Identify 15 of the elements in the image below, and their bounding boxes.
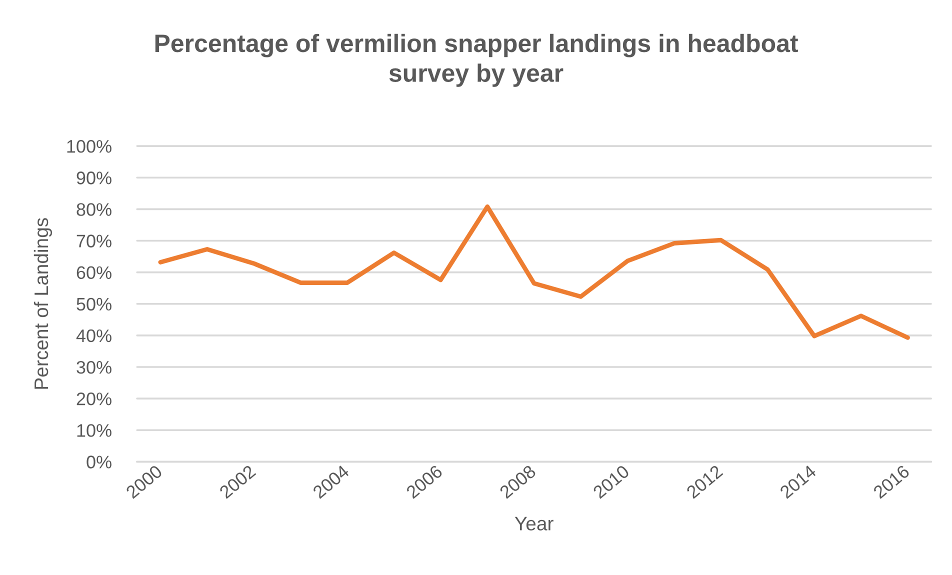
- y-tick-label: 80%: [76, 203, 112, 216]
- line-series: [158, 204, 910, 340]
- y-axis-title: Percent of Landings: [34, 218, 52, 389]
- x-axis-title: Year: [514, 516, 554, 530]
- y-tick-label: 10%: [77, 424, 112, 437]
- y-tick-label: 30%: [76, 360, 112, 374]
- y-tick-label: 100%: [67, 140, 112, 153]
- y-tick-label: 50%: [76, 298, 112, 311]
- y-tick-label: 40%: [76, 329, 112, 342]
- chart-title: Percentage of vermilion snapper landings in headboat survey by year: [155, 34, 798, 87]
- y-tick-label: 90%: [76, 172, 112, 184]
- y-tick-label: 60%: [76, 266, 112, 280]
- y-tick-label: 20%: [76, 392, 112, 406]
- y-tick-label: 0%: [86, 456, 112, 468]
- y-tick-label: 70%: [76, 234, 112, 248]
